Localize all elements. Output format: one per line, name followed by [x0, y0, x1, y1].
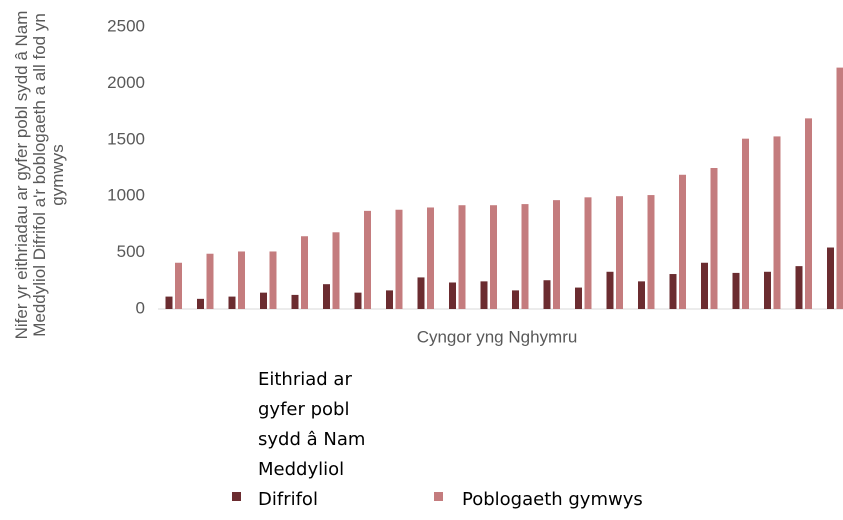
bar [175, 262, 182, 309]
bar [553, 200, 560, 309]
bar [364, 210, 371, 309]
bar [332, 232, 340, 309]
bar [165, 296, 173, 309]
bar [669, 274, 677, 309]
bar [386, 290, 393, 309]
y-tick-label: 1500 [107, 129, 145, 148]
bar [679, 174, 686, 309]
y-tick-label: 500 [117, 242, 145, 261]
bar [764, 271, 771, 309]
bar [291, 294, 299, 309]
bar [616, 196, 623, 309]
bar [490, 205, 497, 309]
legend-swatch [434, 492, 443, 501]
bar [301, 236, 308, 309]
bar [197, 298, 204, 309]
bar [543, 280, 551, 309]
y-tick-label: 2500 [107, 16, 145, 35]
y-tick-label: 2000 [107, 73, 145, 92]
bar [354, 292, 362, 309]
bar [260, 292, 267, 309]
bar [638, 281, 645, 309]
x-axis-title: Cyngor yng Nghymru [417, 327, 578, 346]
legend-label: Eithriad ar gyfer pobl sydd â Nam Meddyl… [258, 369, 366, 510]
bar [710, 168, 718, 309]
bar [269, 251, 277, 309]
bar [805, 118, 812, 309]
bar [584, 197, 592, 309]
bar [647, 195, 655, 309]
bar [512, 290, 519, 309]
bar [795, 266, 803, 309]
y-tick-label: 0 [136, 298, 145, 317]
bar [742, 138, 749, 309]
bar [427, 207, 434, 309]
bar [395, 209, 403, 309]
bar [228, 296, 236, 309]
bar [836, 67, 843, 309]
bar [417, 277, 425, 309]
bar [521, 204, 529, 309]
bar [701, 262, 708, 309]
bar [480, 281, 488, 309]
y-tick-label: 1000 [107, 186, 145, 205]
bar [827, 247, 834, 309]
bar [449, 282, 456, 309]
bar [323, 284, 330, 309]
bar [575, 287, 582, 309]
bar [238, 251, 245, 309]
y-axis-title: Nifer yr eithriadau ar gyfer pobl sydd â… [12, 10, 67, 340]
legend-swatch [232, 492, 241, 501]
bar [773, 136, 781, 309]
bar [732, 272, 740, 309]
bar [458, 205, 466, 309]
bar [206, 253, 214, 309]
bar [606, 271, 614, 309]
legend-label: Poblogaeth gymwys [462, 489, 643, 510]
